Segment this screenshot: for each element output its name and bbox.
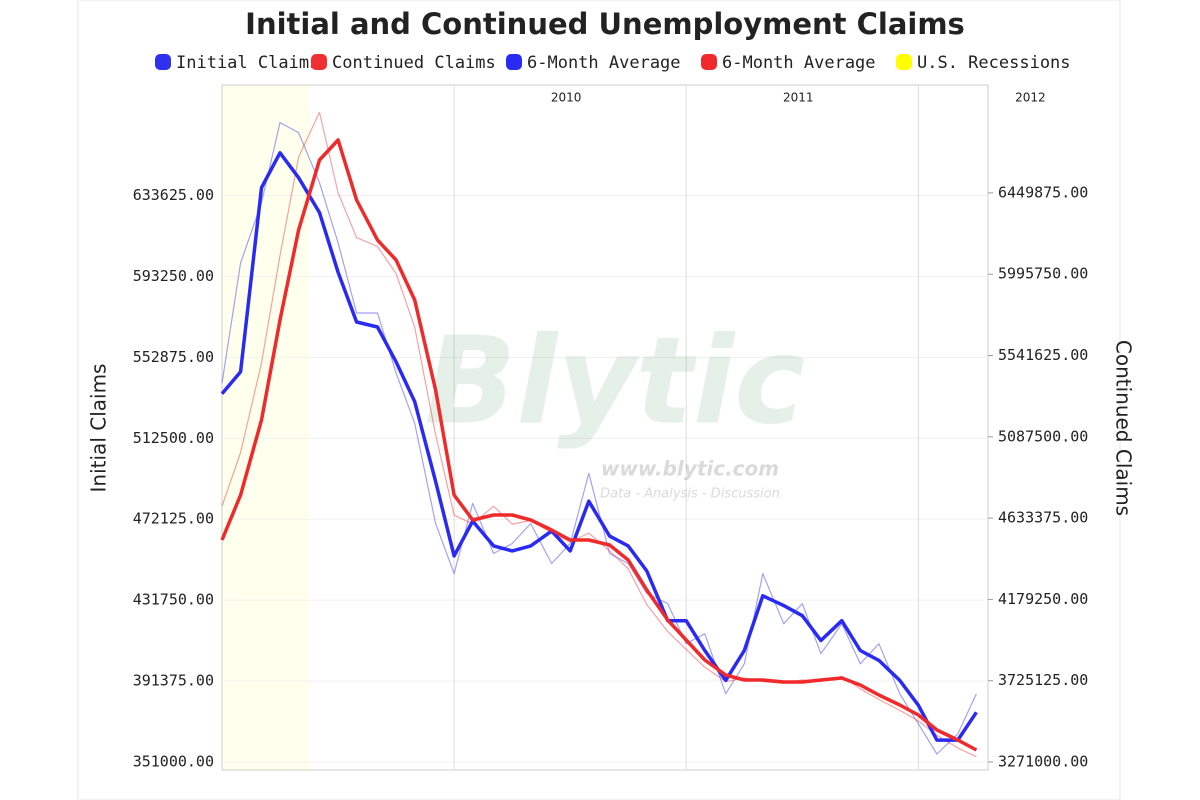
series-line — [221, 122, 977, 755]
legend-label: Continued Claims — [332, 53, 496, 73]
legend-swatch — [311, 54, 327, 70]
legend-label: U.S. Recessions — [917, 53, 1071, 73]
legend-label: 6-Month Average — [722, 53, 876, 73]
legend-swatch — [506, 54, 522, 70]
x-tick-label: 2012 — [1015, 91, 1046, 105]
y2-tick-label: 6449875.00 — [998, 183, 1088, 201]
y-tick-label: 633625.00 — [133, 186, 214, 204]
y2-tick-label: 5541625.00 — [998, 346, 1088, 364]
series-line — [220, 138, 978, 752]
y2-tick-label: 3271000.00 — [998, 752, 1088, 770]
watermark-tagline: Data - Analysis - Discussion — [600, 487, 780, 502]
y-tick-label: 593250.00 — [133, 267, 214, 285]
y2-tick-label: 5995750.00 — [998, 265, 1088, 283]
x-tick-label: 2011 — [783, 91, 814, 105]
y-tick-label: 351000.00 — [133, 752, 214, 770]
y-tick-label: 391375.00 — [133, 672, 214, 690]
y2-tick-label: 3725125.00 — [998, 671, 1088, 689]
legend-swatch — [701, 54, 717, 70]
chart-title: Initial and Continued Unemployment Claim… — [245, 7, 965, 41]
y-tick-label: 512500.00 — [133, 429, 214, 447]
legend-label: 6-Month Average — [527, 53, 681, 73]
legend-label: Initial Claims — [176, 53, 319, 73]
y2-tick-label: 5087500.00 — [998, 427, 1088, 445]
y-axis-label: Initial Claims — [87, 364, 111, 493]
y2-tick-label: 4179250.00 — [998, 590, 1088, 608]
series-line — [220, 151, 978, 742]
y2-tick-label: 4633375.00 — [998, 509, 1088, 527]
y-tick-label: 431750.00 — [133, 591, 214, 609]
watermark-title: Blytic — [425, 313, 805, 452]
y-tick-label: 552875.00 — [133, 348, 214, 366]
y-tick-label: 472125.00 — [133, 510, 214, 528]
recession-band — [222, 85, 311, 770]
legend-swatch — [896, 54, 912, 70]
legend-swatch — [155, 54, 171, 70]
y2-axis-label: Continued Claims — [1112, 340, 1136, 516]
watermark-url: www.blytic.com — [601, 457, 779, 481]
plot-area — [221, 84, 989, 771]
x-tick-label: 2010 — [551, 91, 582, 105]
